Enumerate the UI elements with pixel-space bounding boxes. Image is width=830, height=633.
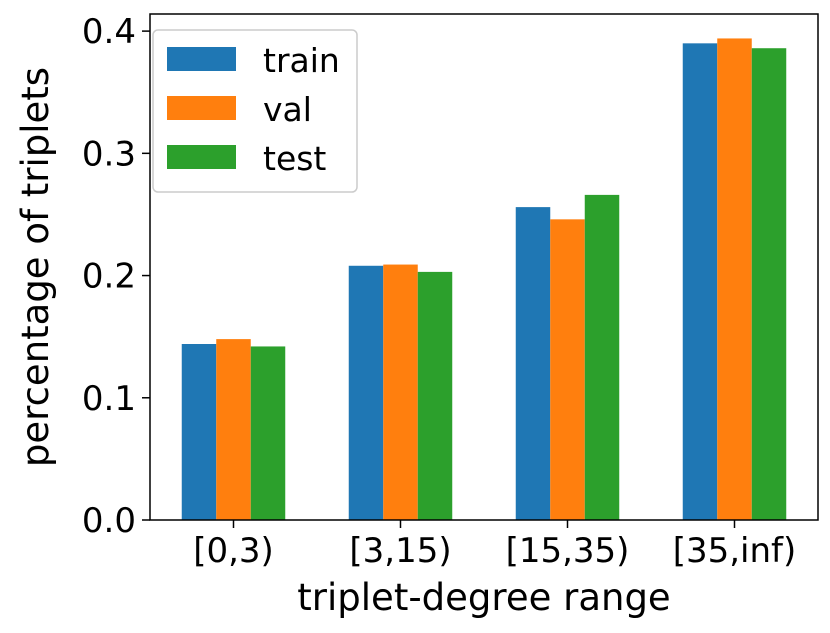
bar-train-2 bbox=[515, 207, 551, 520]
y-tick-label: 0.2 bbox=[82, 257, 136, 297]
bar-test-3 bbox=[751, 48, 787, 520]
bars-group bbox=[181, 38, 787, 521]
x-axis-ticks: [0,3) [3,15) [15,35) [35,inf) bbox=[193, 520, 796, 571]
x-tick-label: [35,inf) bbox=[673, 531, 797, 571]
bar-val-0 bbox=[216, 339, 251, 520]
legend-label-train: train bbox=[263, 41, 340, 80]
bar-train-1 bbox=[348, 265, 384, 520]
legend-swatch-val bbox=[167, 96, 236, 120]
x-tick-label: [0,3) bbox=[193, 531, 274, 571]
y-tick-label: 0.4 bbox=[82, 12, 136, 52]
legend-swatch-test bbox=[167, 145, 236, 169]
x-tick-label: [15,35) bbox=[506, 531, 630, 571]
bar-val-1 bbox=[383, 264, 418, 520]
legend-label-val: val bbox=[263, 90, 312, 129]
y-axis-ticks: 0.0 0.1 0.2 0.3 0.4 bbox=[82, 12, 150, 541]
y-tick-label: 0.0 bbox=[82, 501, 136, 541]
bar-test-0 bbox=[250, 346, 286, 520]
bar-test-2 bbox=[584, 194, 620, 520]
y-tick-label: 0.1 bbox=[82, 379, 136, 419]
bar-train-0 bbox=[181, 344, 217, 520]
legend-label-test: test bbox=[263, 139, 326, 178]
legend-swatch-train bbox=[167, 47, 236, 71]
x-axis-label: triplet-degree range bbox=[297, 576, 670, 619]
bar-test-1 bbox=[417, 271, 453, 520]
y-axis-label: percentage of triplets bbox=[14, 67, 57, 467]
y-tick-label: 0.3 bbox=[82, 134, 136, 174]
bar-train-3 bbox=[682, 43, 718, 520]
x-tick-label: [3,15) bbox=[349, 531, 451, 571]
legend: train val test bbox=[152, 29, 358, 193]
bar-val-2 bbox=[550, 219, 585, 521]
plot-frame bbox=[149, 13, 819, 521]
bar-val-3 bbox=[717, 38, 752, 520]
